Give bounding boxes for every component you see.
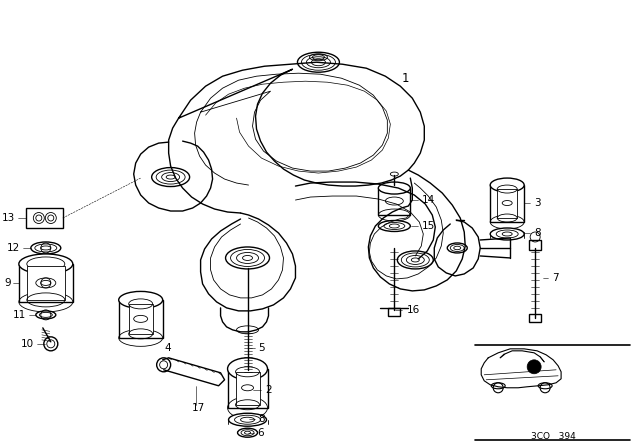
Ellipse shape [19,254,73,274]
Ellipse shape [36,311,56,319]
Text: 9: 9 [4,278,11,288]
Ellipse shape [228,358,268,380]
Polygon shape [529,240,541,250]
Text: 3: 3 [534,198,541,208]
Text: 13: 13 [2,213,15,223]
Ellipse shape [397,251,433,269]
Text: 11: 11 [13,310,26,320]
Circle shape [527,360,541,374]
Polygon shape [19,264,73,302]
Polygon shape [26,208,63,228]
Text: 15: 15 [422,221,436,231]
Ellipse shape [490,178,524,192]
Text: 10: 10 [20,339,34,349]
Polygon shape [129,304,153,334]
Circle shape [157,358,171,372]
Ellipse shape [118,291,163,308]
Text: 8: 8 [259,414,265,424]
Ellipse shape [237,428,257,437]
Ellipse shape [225,247,269,269]
Text: 17: 17 [192,403,205,413]
Ellipse shape [228,413,266,426]
Ellipse shape [152,168,189,186]
Text: 8: 8 [534,228,541,238]
Ellipse shape [31,242,61,254]
Polygon shape [27,266,65,300]
Polygon shape [497,189,517,218]
Text: 4: 4 [164,343,171,353]
Polygon shape [490,185,524,222]
Ellipse shape [538,383,552,389]
Polygon shape [388,308,401,316]
Text: 3CO   394: 3CO 394 [531,432,575,441]
Polygon shape [228,369,268,408]
Ellipse shape [378,220,410,232]
Ellipse shape [447,243,467,253]
Text: 2: 2 [266,385,272,395]
Text: 16: 16 [406,305,420,315]
Text: 14: 14 [422,195,436,205]
Text: 1: 1 [401,72,409,85]
Circle shape [44,337,58,351]
Polygon shape [236,372,259,405]
Text: 7: 7 [552,273,559,283]
Text: 5: 5 [259,343,265,353]
Ellipse shape [492,383,505,389]
Ellipse shape [490,228,524,240]
Text: 12: 12 [6,243,20,253]
Text: 6: 6 [257,428,264,438]
Polygon shape [118,300,163,338]
Ellipse shape [378,182,410,194]
Ellipse shape [298,52,339,72]
Polygon shape [529,314,541,322]
Polygon shape [378,188,410,215]
